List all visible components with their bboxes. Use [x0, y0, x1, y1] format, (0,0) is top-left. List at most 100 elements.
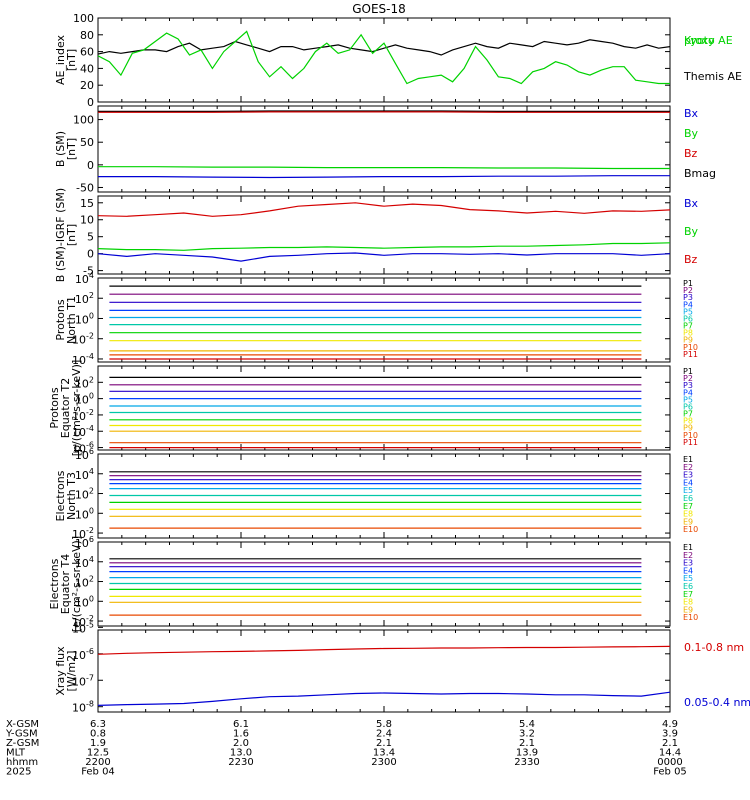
- y-tick-label-exponent: 0: [89, 506, 94, 515]
- legend-entry: P11: [683, 350, 698, 359]
- ephemeris-value: 1.9: [90, 738, 106, 749]
- y-axis-label: [nT]: [65, 138, 78, 160]
- y-axis-label: [nT]: [65, 49, 78, 71]
- legend-entry: E4: [683, 478, 693, 487]
- legend-entry: 0.1-0.8 nm: [684, 641, 744, 654]
- y-tick-label-exponent: 6: [89, 447, 94, 456]
- legend-entry: E9: [683, 517, 693, 526]
- ephemeris-value: 12.5: [87, 748, 109, 759]
- legend-entry: E7: [683, 502, 693, 511]
- ephemeris-row-label: Z-GSM: [6, 738, 39, 749]
- y-tick-label: 80: [80, 29, 94, 42]
- y-tick-label: 106: [75, 447, 94, 462]
- legend-entry: E3: [683, 559, 693, 568]
- y-tick-label-exponent: -2: [86, 526, 94, 535]
- ephemeris-value: 0.8: [90, 729, 106, 740]
- y-tick-label-exponent: -5: [86, 620, 94, 629]
- y-axis-label: [p/(cm²-s-sr-keV)]: [70, 360, 83, 457]
- legend-entry: Bz: [684, 147, 698, 160]
- panel-2: -50 0 50 100 B (SM)[nT] Bx By Bz Bmag: [54, 105, 716, 194]
- ephemeris-value: 1.6: [233, 729, 249, 740]
- ephemeris-value: 6.3: [90, 719, 106, 730]
- panel-frame: [97, 365, 671, 451]
- y-tick-label: 10-8: [72, 700, 94, 715]
- y-tick-label: 20: [80, 79, 94, 92]
- panel-frame: [97, 277, 671, 363]
- y-tick-label: 0: [87, 96, 94, 109]
- y-axis-label: B (SM)-IGRF (SM): [54, 188, 67, 282]
- ephemeris-value: 2.1: [376, 738, 392, 749]
- legend-entry: E1: [683, 543, 693, 552]
- legend-entry: P5: [683, 307, 693, 316]
- ephemeris-table: X-GSMY-GSMZ-GSMMLThhmm20256.30.81.912.52…: [5, 719, 687, 778]
- legend-entry: Bmag: [684, 167, 716, 180]
- y-tick-label-exponent: 6: [89, 535, 94, 544]
- legend-entry: Kyoto: [684, 34, 715, 47]
- y-axis-label: [e/(cm²-s-sr-keV)]: [70, 536, 83, 632]
- legend-entry: P5: [683, 395, 693, 404]
- ephemeris-value: 3.9: [662, 729, 678, 740]
- legend-entry: P1: [683, 279, 693, 288]
- series-line-kyoto: [97, 30, 670, 85]
- ephemeris-value: 2.4: [376, 729, 392, 740]
- ephemeris-value: 6.1: [233, 719, 249, 730]
- y-tick-label-exponent: -2: [86, 614, 94, 623]
- ephemeris-row-label: 2025: [6, 767, 31, 778]
- ephemeris-value: 13.4: [373, 748, 395, 759]
- ephemeris-value: 5.8: [376, 719, 392, 730]
- y-tick-label: 104: [75, 271, 94, 286]
- y-tick-label-exponent: 0: [89, 311, 94, 320]
- ephemeris-value: 13.0: [230, 748, 252, 759]
- legend-entry: E10: [683, 525, 698, 534]
- y-axis-label: Equator T4: [59, 554, 72, 614]
- panel-3: -5 0 5 10 15 B (SM)-IGRF (SM)[nT] Bx By Bz: [54, 188, 699, 282]
- series-line-bz: [97, 202, 671, 217]
- legend-entry: P9: [683, 336, 693, 345]
- legend-entry: Bx: [684, 197, 699, 210]
- series-line-0-1-0-8-nm: [97, 645, 671, 655]
- y-tick-label-exponent: -2: [86, 408, 94, 417]
- legend-entry: P6: [683, 314, 693, 323]
- series-line-bx: [97, 252, 671, 262]
- panel-frame: [97, 195, 671, 275]
- y-tick-label-exponent: 4: [89, 467, 94, 476]
- y-tick-label: 40: [80, 62, 94, 75]
- series-line-0-05-0-4-nm: [97, 691, 671, 706]
- legend-entry: E7: [683, 590, 693, 599]
- y-tick-label-exponent: 2: [89, 291, 94, 300]
- y-axis-label: Electrons: [54, 470, 67, 521]
- y-axis-label: AE_index: [54, 34, 67, 85]
- legend-entry: P3: [683, 381, 693, 390]
- legend-entry: E1: [683, 455, 693, 464]
- y-axis-label: [nT]: [65, 224, 78, 246]
- ephemeris-value: 5.4: [519, 719, 535, 730]
- ephemeris-row-label: MLT: [6, 748, 26, 759]
- legend-entry: By: [684, 127, 699, 140]
- y-tick-label: 60: [80, 46, 94, 59]
- y-axis-label: Equator T2: [59, 378, 72, 438]
- legend-entry: By: [684, 225, 699, 238]
- y-tick-label-exponent: -6: [86, 441, 94, 450]
- y-tick-label-exponent: 2: [89, 575, 94, 584]
- y-tick-label: 100: [73, 114, 94, 127]
- ephemeris-value: 14.4: [659, 748, 681, 759]
- y-tick-label-exponent: -7: [86, 673, 94, 682]
- ephemeris-value: 2300: [371, 757, 396, 768]
- y-tick-label: -50: [76, 181, 94, 194]
- ephemeris-row-label: X-GSM: [6, 719, 39, 730]
- legend-entry: E5: [683, 574, 693, 583]
- legend-entry: P6: [683, 402, 693, 411]
- legend-entry: Themis AE: [683, 70, 742, 83]
- ephemeris-row-label: Y-GSM: [5, 729, 38, 740]
- ephemeris-value: 2200: [85, 757, 110, 768]
- ephemeris-row-label: hhmm: [6, 757, 38, 768]
- y-tick-label-exponent: -2: [86, 332, 94, 341]
- legend-entry: E8: [683, 598, 693, 607]
- legend-entry: P4: [683, 300, 693, 309]
- y-axis-label: [W/m2]: [65, 651, 78, 692]
- ephemeris-value: 3.2: [519, 729, 535, 740]
- y-tick-label-exponent: 2: [89, 375, 94, 384]
